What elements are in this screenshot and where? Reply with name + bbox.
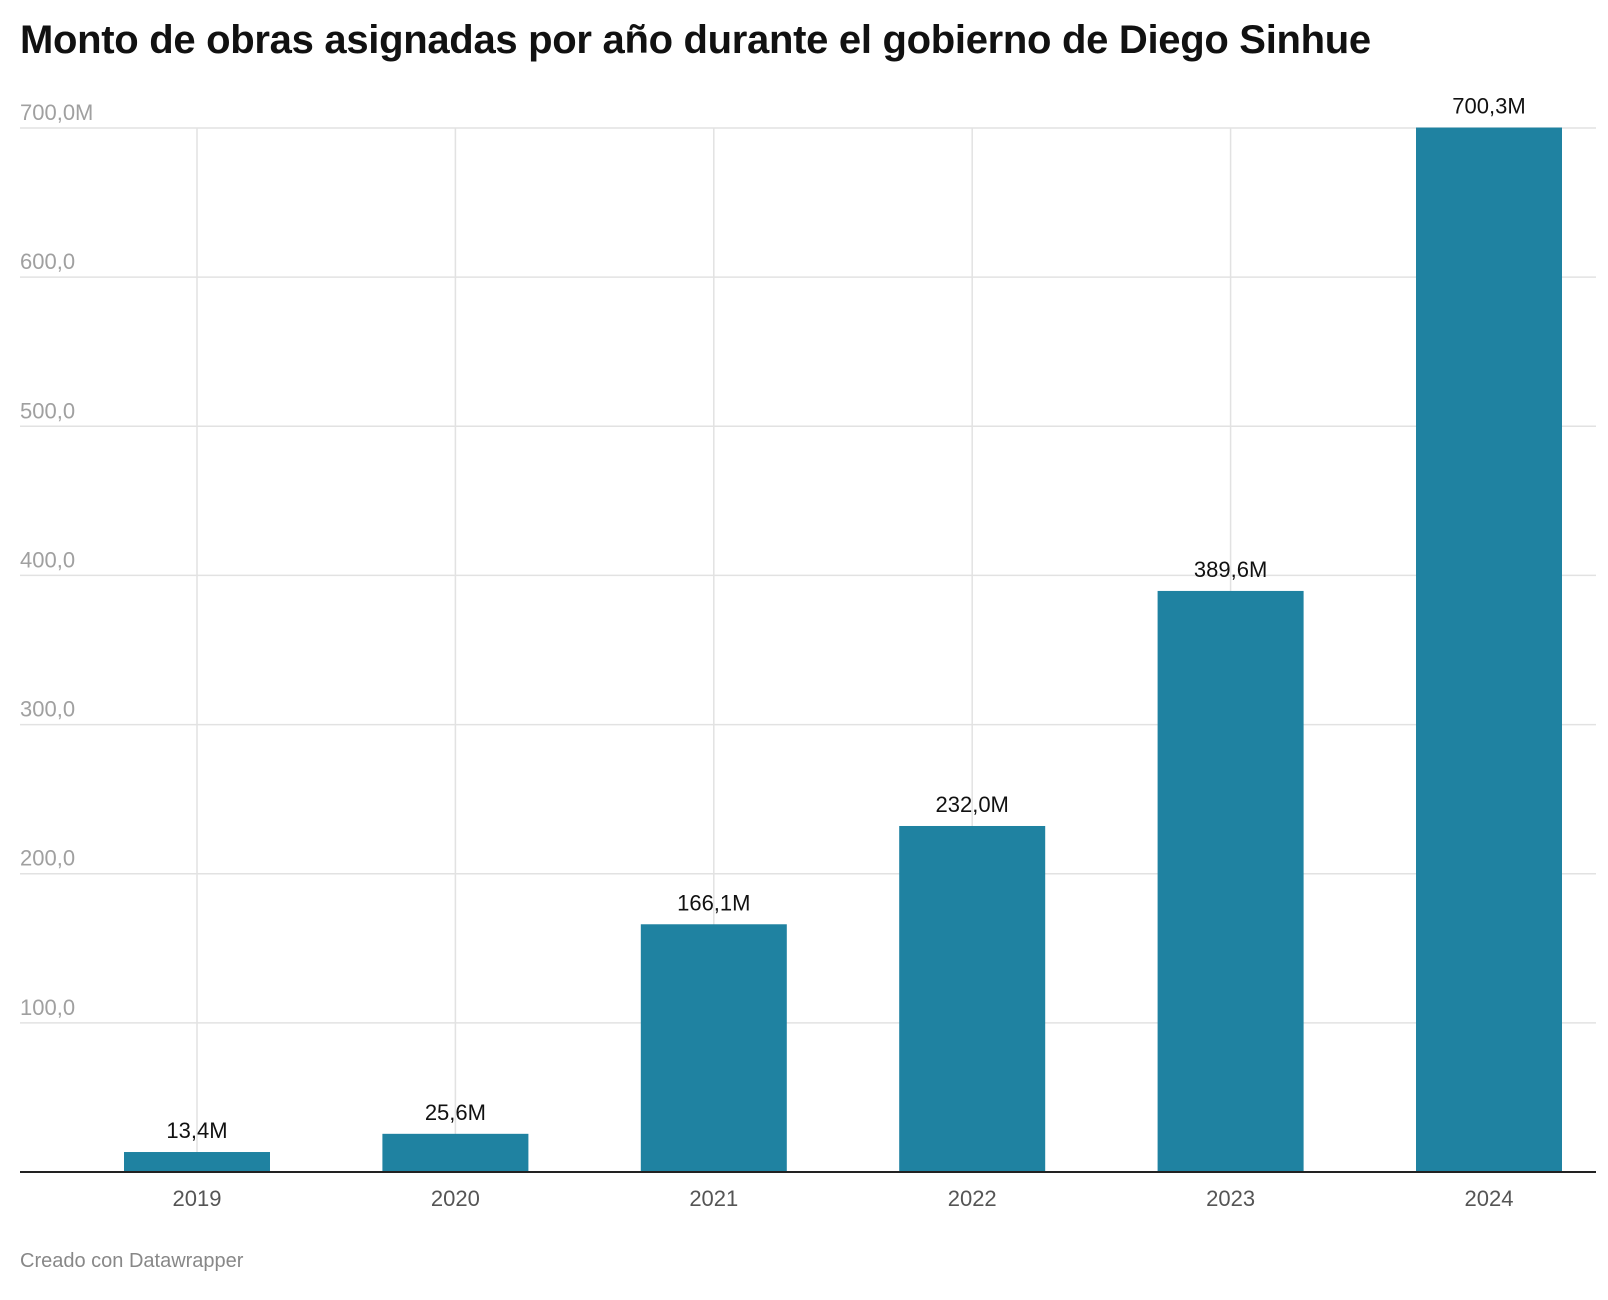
bar-2020: [382, 1133, 529, 1172]
bar-2023: [1157, 590, 1304, 1172]
x-tick-label-2020: 2020: [431, 1186, 480, 1211]
x-tick-label-2021: 2021: [689, 1186, 738, 1211]
y-tick-label: 200,0: [20, 846, 75, 871]
y-axis-labels: 100,0 200,0 300,0 400,0 500,0 600,0 700,0M: [20, 100, 93, 1020]
y-tick-label: 700,0M: [20, 100, 93, 125]
bar-2022: [899, 825, 1046, 1172]
data-label-2021: 166,1M: [677, 890, 750, 915]
y-tick-label: 100,0: [20, 995, 75, 1020]
bars: [124, 127, 1562, 1172]
x-tick-label-2024: 2024: [1465, 1186, 1514, 1211]
x-tick-label-2023: 2023: [1206, 1186, 1255, 1211]
bar-2024: [1416, 127, 1562, 1172]
bar-2019: [124, 1152, 270, 1172]
x-tick-label-2019: 2019: [173, 1186, 222, 1211]
data-label-2020: 25,6M: [425, 1100, 486, 1125]
data-label-2022: 232,0M: [936, 792, 1009, 817]
x-tick-label-2022: 2022: [948, 1186, 997, 1211]
bar-chart: 100,0 200,0 300,0 400,0 500,0 600,0 700,0M 201…: [20, 94, 1596, 1211]
chart-title: Monto de obras asignadas por año durante…: [20, 18, 1371, 62]
horizontal-gridlines: [20, 127, 1596, 1024]
bar-2021: [640, 924, 787, 1172]
data-label-2023: 389,6M: [1194, 557, 1267, 582]
y-tick-label: 300,0: [20, 697, 75, 722]
data-labels: 13,4M 25,6M 166,1M 232,0M 389,6M 700,3M: [166, 94, 1525, 1143]
data-label-2024: 700,3M: [1452, 94, 1525, 119]
x-axis-labels: 2019 2020 2021 2022 2023 2024: [173, 1186, 1514, 1211]
footer-credit: Creado con Datawrapper: [20, 1250, 244, 1272]
y-tick-label: 400,0: [20, 547, 75, 572]
data-label-2019: 13,4M: [166, 1118, 227, 1143]
y-tick-label: 500,0: [20, 398, 75, 423]
y-tick-label: 600,0: [20, 249, 75, 274]
